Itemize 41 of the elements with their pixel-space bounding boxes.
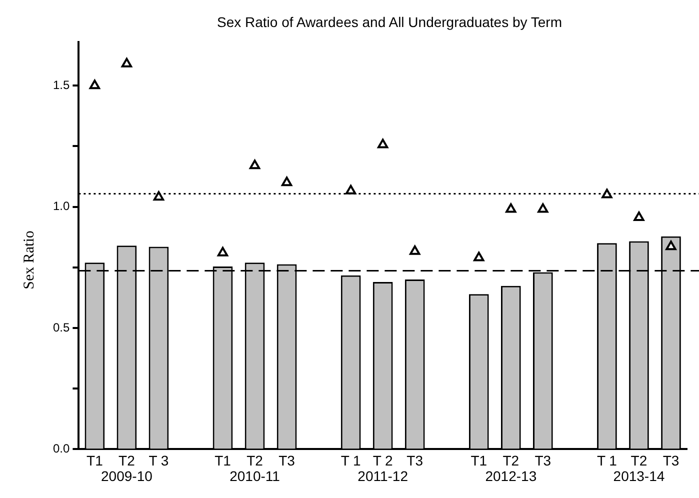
x-tick-label: T 3 bbox=[148, 452, 169, 468]
x-tick-label: T2 bbox=[118, 452, 136, 468]
x-tick-label: T1 bbox=[470, 452, 488, 468]
x-tick-label: T2 bbox=[246, 452, 264, 468]
x-tick-label: T1 bbox=[214, 452, 232, 468]
text: 2012-13 bbox=[485, 468, 537, 484]
x-tick-label: T2 bbox=[502, 452, 520, 468]
point bbox=[506, 203, 516, 213]
x-tick-label: T 1 bbox=[596, 452, 618, 468]
point bbox=[410, 245, 420, 255]
x-tick-label: T 1 bbox=[340, 452, 362, 468]
x-tick-label: T3 bbox=[662, 452, 680, 468]
point bbox=[538, 203, 548, 213]
point bbox=[153, 191, 164, 201]
x-tick-label: T 2 bbox=[372, 452, 394, 468]
point bbox=[666, 240, 676, 250]
point bbox=[345, 184, 356, 194]
x-tick-label: T3 bbox=[406, 452, 424, 468]
point bbox=[89, 80, 100, 90]
x-tick-label: T2 bbox=[630, 452, 648, 468]
text: 2010-11 bbox=[230, 468, 280, 484]
point bbox=[249, 160, 260, 170]
point bbox=[281, 176, 292, 186]
point bbox=[378, 138, 388, 148]
y-tick-label: 1.5 bbox=[52, 78, 70, 92]
text: 0.0 bbox=[52, 442, 70, 456]
x-tick-label: T3 bbox=[278, 452, 296, 468]
point bbox=[121, 58, 132, 68]
text: 2013-14 bbox=[613, 468, 665, 484]
point bbox=[217, 246, 228, 256]
y-tick-label: 1.0 bbox=[52, 199, 70, 214]
x-tick-label: T3 bbox=[534, 452, 552, 468]
point bbox=[474, 252, 484, 262]
point bbox=[634, 211, 644, 221]
x-tick-label: T1 bbox=[86, 452, 104, 468]
text: 2009-10 bbox=[101, 468, 153, 484]
point bbox=[602, 188, 612, 198]
chart-title: Sex Ratio of Awardees and All Undergraduates by Term bbox=[216, 14, 564, 30]
text: 2011-12 bbox=[358, 468, 408, 484]
y-axis-title: Sex Ratio bbox=[22, 230, 38, 290]
y-tick-label: 0.5 bbox=[52, 320, 70, 334]
